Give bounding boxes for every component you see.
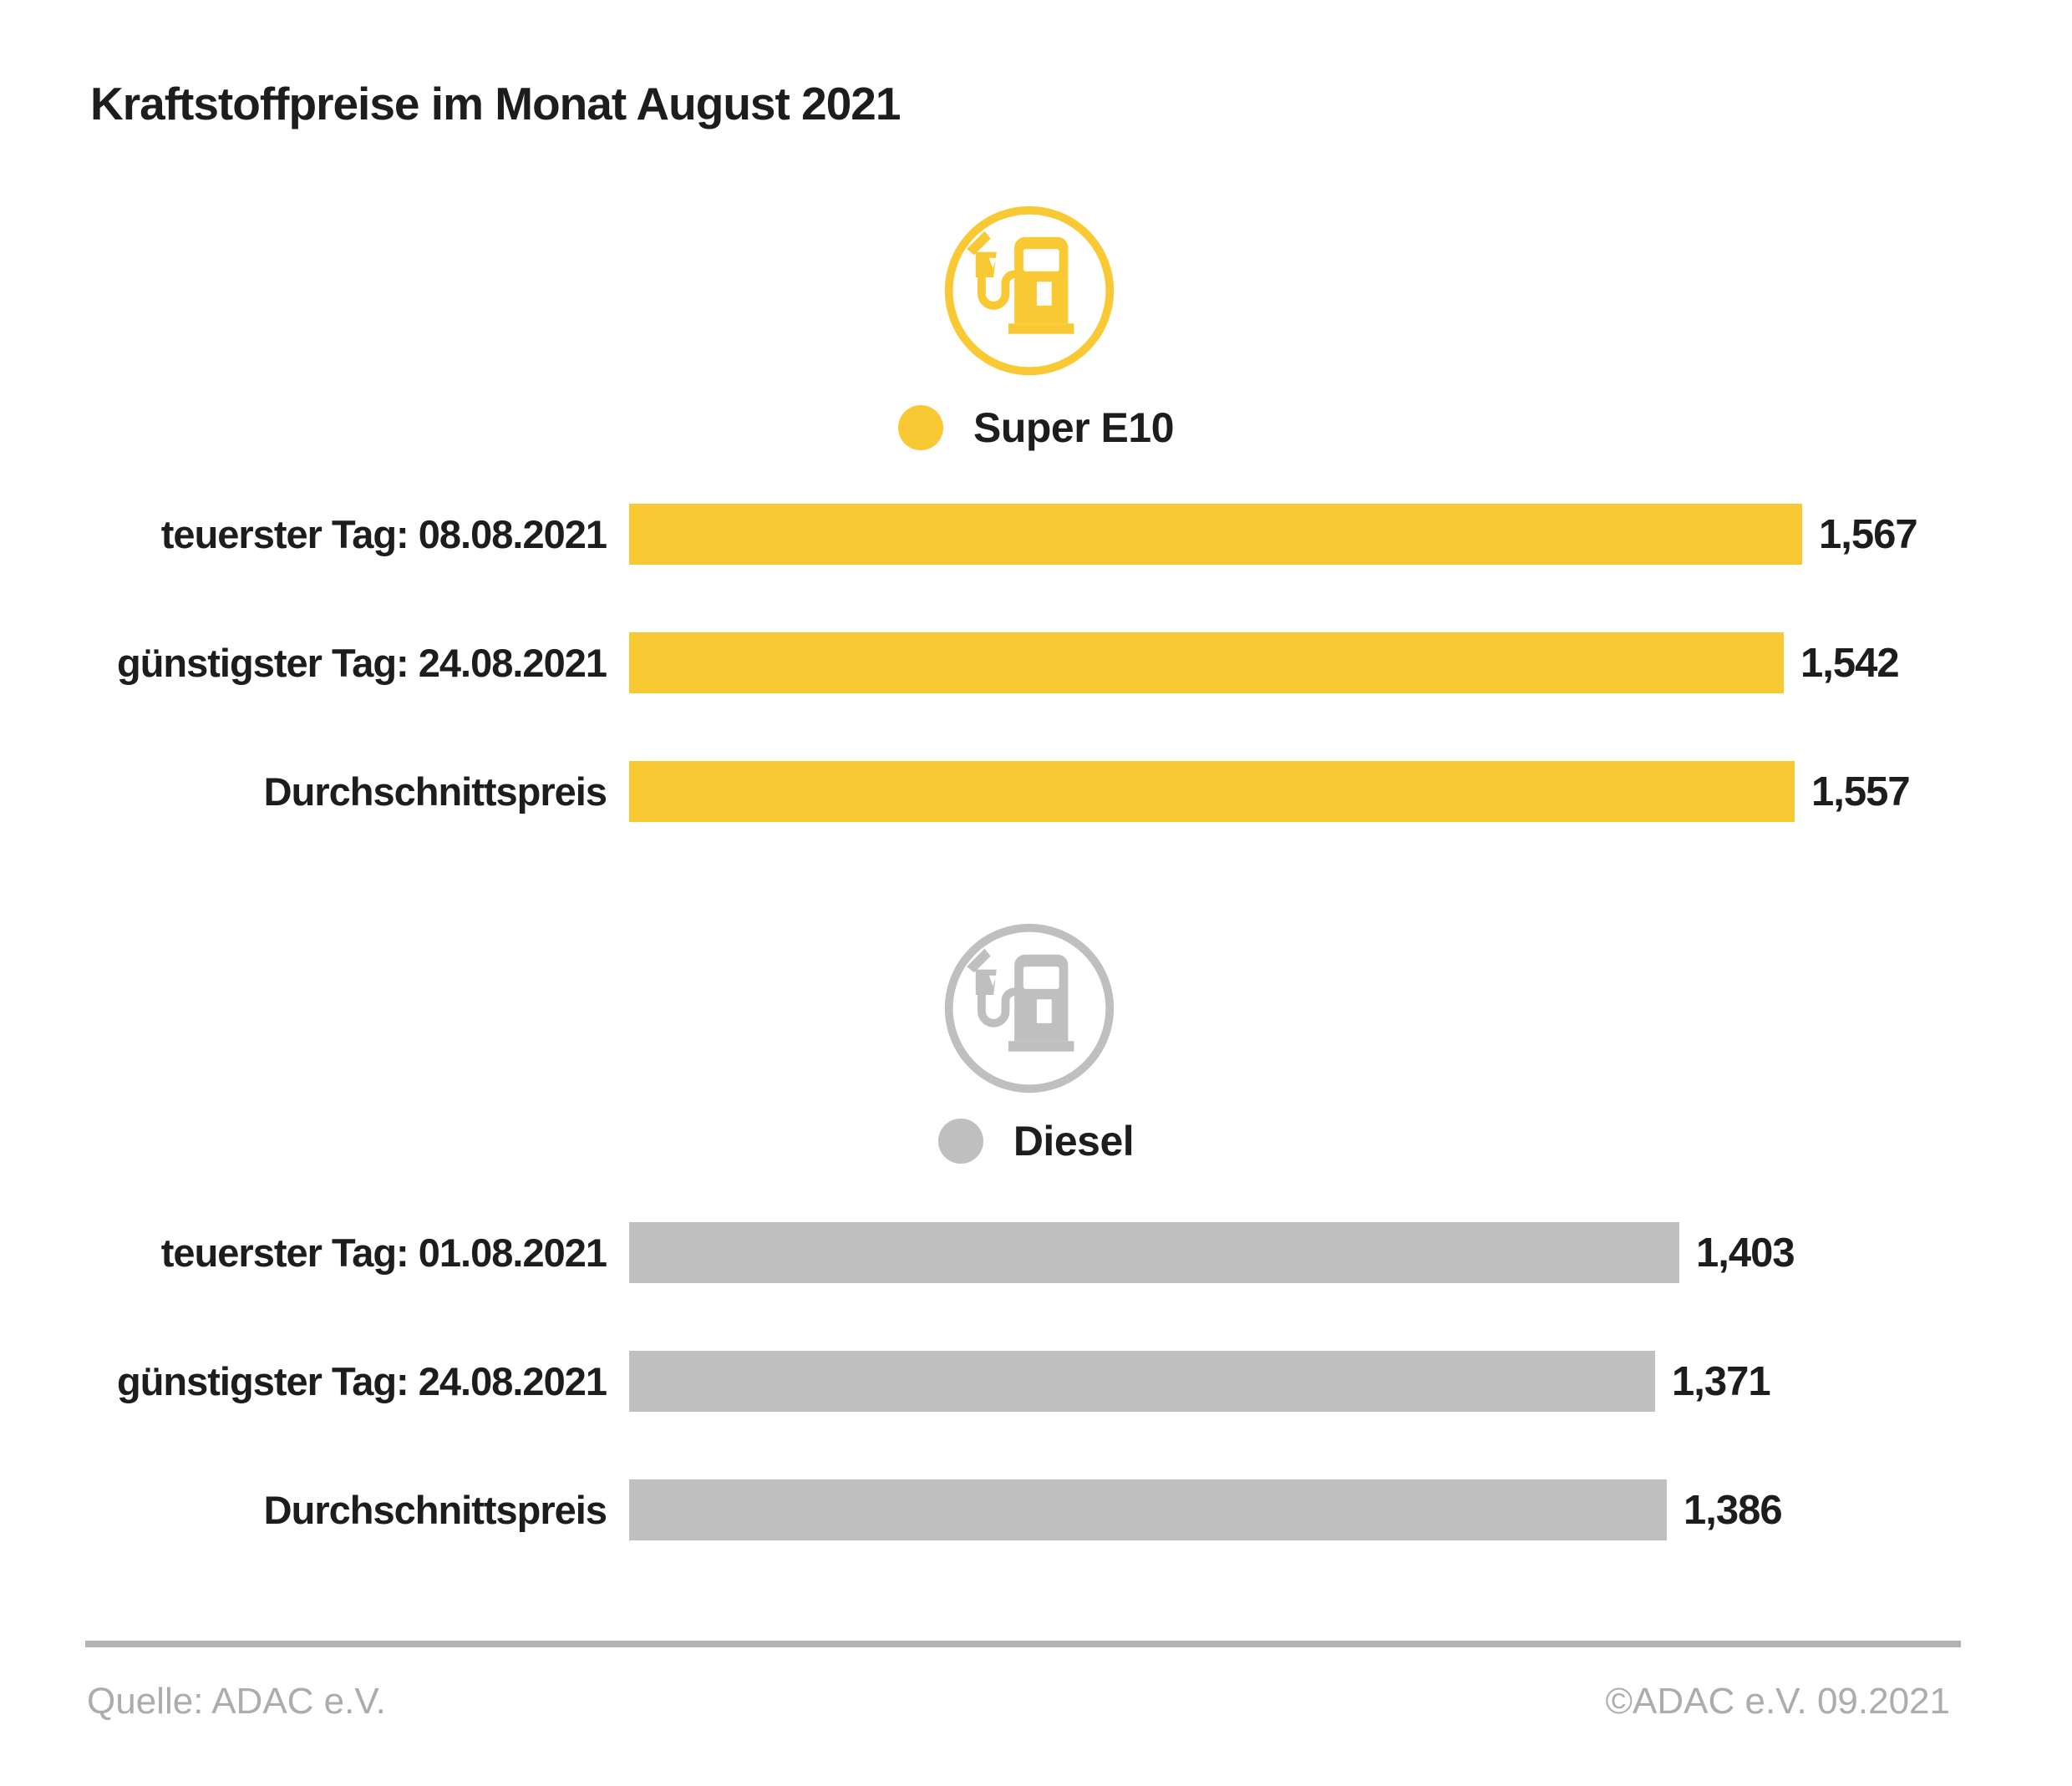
fuel-pump-icon xyxy=(940,201,1119,380)
bar xyxy=(629,761,1795,822)
legend-diesel: Diesel xyxy=(0,1117,2072,1165)
bar xyxy=(629,632,1784,693)
bar-value: 1,542 xyxy=(1800,640,1900,686)
copyright-note: ©ADAC e.V. 09.2021 xyxy=(1605,1681,1950,1722)
fuel-pump-icon xyxy=(940,919,1119,1098)
bar xyxy=(629,1222,1679,1283)
bar-value: 1,403 xyxy=(1696,1230,1795,1276)
bar-label: Durchschnittspreis xyxy=(263,769,607,814)
bar-label: günstigster Tag: 24.08.2021 xyxy=(117,641,607,685)
bar-row-diesel-durchschnittspreis: Durchschnittspreis 1,386 xyxy=(0,1479,1783,1540)
bar-row-diesel-guenstigster-tag: günstigster Tag: 24.08.2021 1,371 xyxy=(0,1351,1771,1412)
bar-row-diesel-teuerster-tag: teuerster Tag: 01.08.2021 1,403 xyxy=(0,1222,1795,1283)
source-note: Quelle: ADAC e.V. xyxy=(87,1681,386,1722)
footer: Quelle: ADAC e.V. ©ADAC e.V. 09.2021 xyxy=(0,1681,2072,1723)
footer-divider xyxy=(85,1641,1961,1647)
bar-label: teuerster Tag: 01.08.2021 xyxy=(160,1230,607,1275)
bar-label: Durchschnittspreis xyxy=(263,1488,607,1532)
bar-value: 1,567 xyxy=(1819,511,1918,557)
bar-value: 1,557 xyxy=(1811,769,1911,814)
legend-label-super-e10: Super E10 xyxy=(973,404,1175,451)
legend-label-diesel: Diesel xyxy=(1013,1118,1135,1164)
legend-super-e10: Super E10 xyxy=(0,403,2072,452)
bar-label: günstigster Tag: 24.08.2021 xyxy=(117,1359,607,1403)
bar-row-super-guenstigster-tag: günstigster Tag: 24.08.2021 1,542 xyxy=(0,632,1900,693)
bar xyxy=(629,504,1802,565)
bar-row-super-durchschnittspreis: Durchschnittspreis 1,557 xyxy=(0,761,1911,822)
bar xyxy=(629,1479,1667,1540)
bar-value: 1,371 xyxy=(1672,1358,1771,1404)
chart-title: Kraftstoffpreise im Monat August 2021 xyxy=(90,78,901,129)
legend-dot-super-e10 xyxy=(897,405,943,450)
bar xyxy=(629,1351,1655,1412)
bar-row-super-teuerster-tag: teuerster Tag: 08.08.2021 1,567 xyxy=(0,504,1918,565)
legend-dot-diesel xyxy=(937,1119,983,1164)
bar-value: 1,386 xyxy=(1684,1487,1783,1533)
bar-label: teuerster Tag: 08.08.2021 xyxy=(160,512,607,556)
